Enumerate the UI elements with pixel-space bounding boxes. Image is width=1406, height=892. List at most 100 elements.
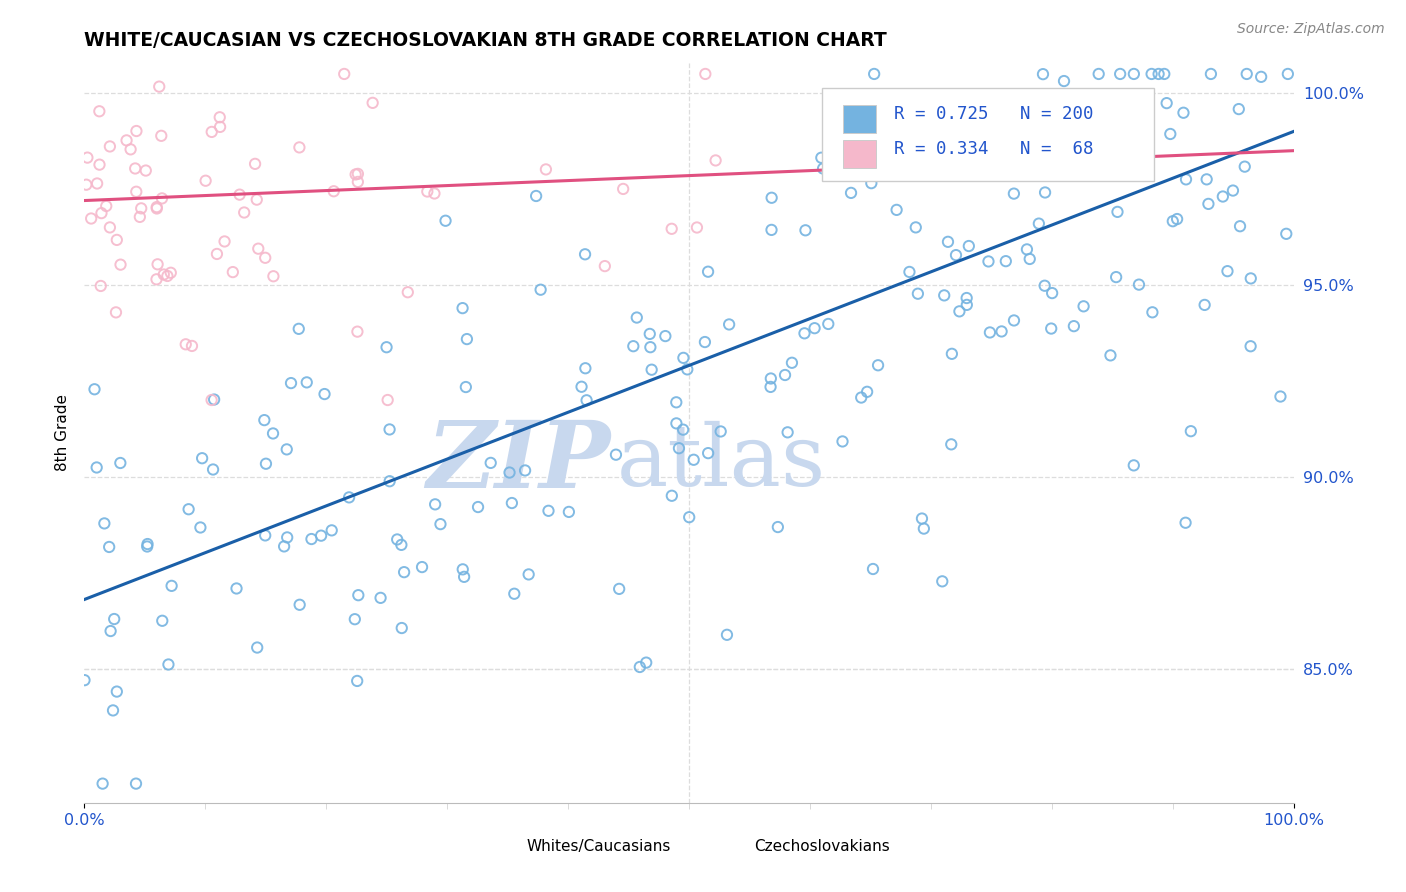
Point [628, 660, 651, 674]
Point [1105, 270, 1128, 285]
Point [948, 304, 970, 318]
Point [104, 305, 127, 319]
Point [803, 321, 825, 335]
Point [710, 425, 733, 439]
Point [434, 213, 457, 227]
Point [295, 376, 318, 390]
Point [90, 206, 112, 220]
Point [205, 247, 228, 261]
Point [668, 441, 690, 455]
Point [1040, 286, 1063, 301]
Point [839, 186, 862, 200]
Point [321, 524, 343, 538]
Point [200, 392, 222, 407]
Point [201, 125, 224, 139]
Point [773, 368, 796, 382]
Point [159, 266, 181, 280]
Point [243, 157, 266, 171]
Point [125, 185, 148, 199]
Point [253, 413, 276, 427]
Point [672, 351, 695, 365]
Point [377, 392, 399, 407]
Point [1233, 160, 1256, 174]
Point [456, 332, 478, 346]
Point [811, 161, 834, 176]
Point [361, 95, 384, 110]
Point [156, 268, 179, 283]
Point [704, 153, 727, 168]
Point [385, 533, 408, 547]
Point [780, 356, 803, 370]
Point [665, 395, 688, 409]
Text: R = 0.334   N =  68: R = 0.334 N = 68 [894, 140, 1094, 158]
Point [1180, 424, 1202, 438]
Point [697, 265, 720, 279]
Point [1250, 70, 1272, 84]
Point [301, 532, 323, 546]
Point [1174, 516, 1197, 530]
Point [1040, 321, 1063, 335]
Point [661, 222, 683, 236]
Point [208, 110, 231, 124]
Point [945, 248, 967, 262]
Point [530, 283, 553, 297]
Point [454, 380, 477, 394]
Point [246, 640, 269, 655]
Point [451, 562, 474, 576]
Point [194, 174, 217, 188]
Point [190, 520, 212, 534]
Point [254, 528, 277, 542]
Point [233, 205, 256, 219]
Point [626, 310, 648, 325]
Point [287, 322, 309, 336]
Point [347, 175, 370, 189]
Point [1107, 205, 1129, 219]
Point [1229, 219, 1251, 234]
Point [254, 251, 277, 265]
Text: R = 0.725   N = 200: R = 0.725 N = 200 [894, 104, 1094, 122]
Point [202, 462, 225, 476]
Point [1018, 252, 1040, 266]
Point [891, 87, 914, 102]
Point [160, 579, 183, 593]
Point [817, 317, 839, 331]
Point [612, 182, 634, 196]
Point [128, 210, 150, 224]
Point [793, 326, 815, 341]
Point [1197, 197, 1219, 211]
Point [574, 361, 596, 376]
Point [423, 186, 446, 201]
Point [761, 223, 783, 237]
Point [309, 529, 332, 543]
Point [534, 162, 557, 177]
Point [423, 497, 446, 511]
Point [794, 223, 817, 237]
Point [693, 334, 716, 349]
Point [686, 220, 709, 235]
Point [73, 673, 96, 688]
Point [868, 358, 890, 372]
Point [575, 393, 598, 408]
Point [640, 362, 662, 376]
Point [1002, 313, 1025, 327]
Text: atlas: atlas [616, 421, 825, 504]
Text: ZIP: ZIP [426, 417, 610, 508]
FancyBboxPatch shape [842, 104, 876, 133]
Point [994, 254, 1017, 268]
Point [1029, 92, 1052, 106]
Point [378, 422, 401, 436]
Point [1087, 67, 1109, 81]
Point [479, 456, 502, 470]
FancyBboxPatch shape [823, 88, 1154, 181]
Point [101, 703, 124, 717]
Point [254, 457, 277, 471]
Point [979, 326, 1001, 340]
Point [571, 380, 593, 394]
Point [640, 340, 662, 354]
Point [1212, 189, 1234, 203]
Point [1175, 172, 1198, 186]
Point [344, 168, 367, 182]
Point [146, 202, 169, 216]
Point [1159, 127, 1181, 141]
Point [347, 167, 370, 181]
